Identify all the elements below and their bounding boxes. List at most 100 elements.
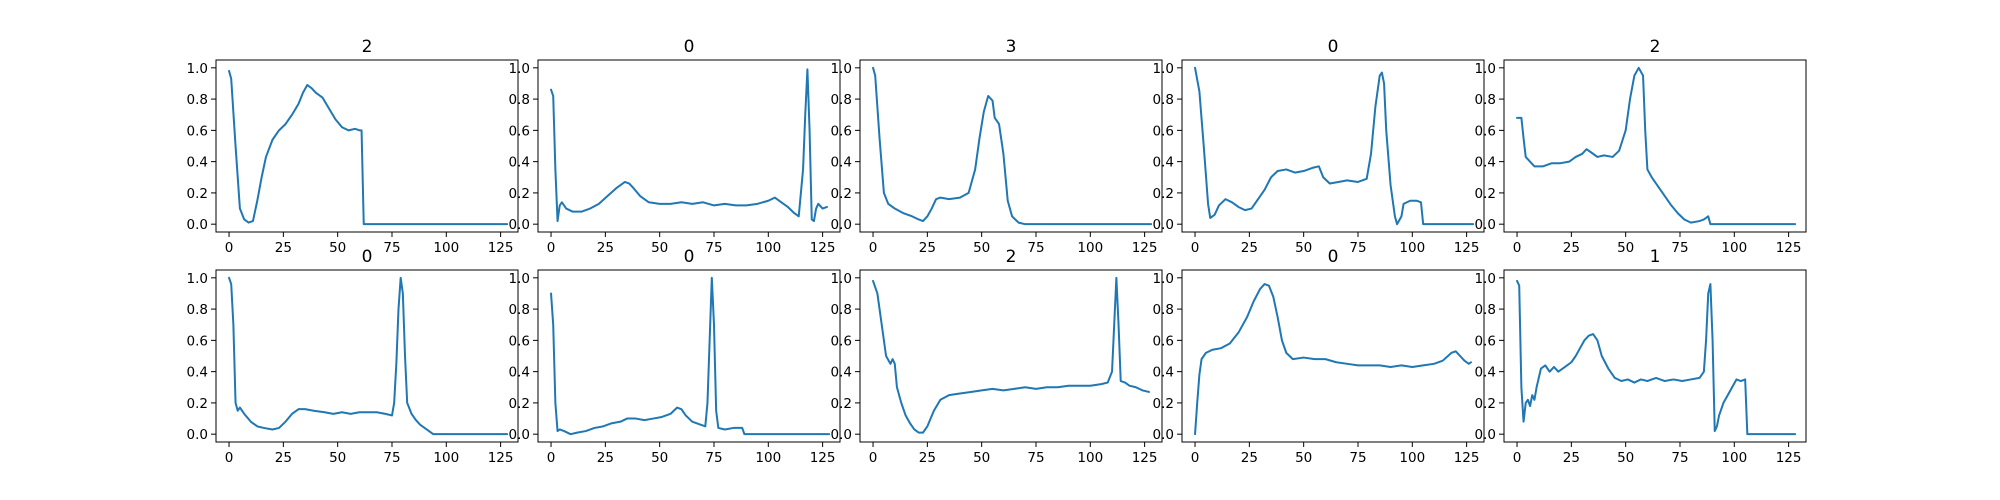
subplot-4: 2 0 25 50 75 100 125 0.0 0.2 0.4 0.6 0.8 1.0 <box>1475 37 1807 256</box>
x-tick-label: 100 <box>1721 240 1747 256</box>
y-tick-label: 0.6 <box>1153 333 1174 349</box>
series-line <box>228 276 509 436</box>
x-tick-label: 75 <box>1027 240 1044 256</box>
x-tick-label: 25 <box>919 450 936 466</box>
chart-title: 1 <box>1650 247 1661 267</box>
y-tick-label: 0.4 <box>1153 365 1174 381</box>
x-tick-label: 0 <box>225 450 234 466</box>
x-tick-label: 100 <box>1721 450 1747 466</box>
y-tick-label: 0.2 <box>509 186 530 202</box>
y-tick-label: 0.2 <box>831 186 852 202</box>
x-tick-label: 100 <box>433 240 459 256</box>
series-line <box>872 66 1153 226</box>
x-tick-label: 125 <box>810 240 836 256</box>
x-tick-label: 125 <box>1454 450 1480 466</box>
y-tick-label: 0.2 <box>1475 396 1496 412</box>
x-tick-label: 25 <box>275 450 292 466</box>
y-tick-label: 0.4 <box>831 155 852 171</box>
y-tick-label: 0.0 <box>1153 427 1174 443</box>
y-tick-label: 0.0 <box>831 427 852 443</box>
x-tick-label: 100 <box>433 450 459 466</box>
x-tick-label: 75 <box>1027 450 1044 466</box>
x-tick-label: 100 <box>755 240 781 256</box>
plot-frame <box>1181 269 1485 443</box>
y-tick-label: 0.8 <box>831 302 852 318</box>
y-tick-label: 0.6 <box>1475 123 1496 139</box>
x-tick-label: 100 <box>1399 450 1425 466</box>
subplot-0: 2 0 25 50 75 100 125 0.0 0.2 0.4 0.6 0.8 1.0 <box>187 37 519 256</box>
chart-title: 0 <box>684 37 695 57</box>
x-tick-label: 50 <box>973 240 990 256</box>
x-tick-label: 0 <box>1191 240 1200 256</box>
subplot-1: 0 0 25 50 75 100 125 0.0 0.2 0.4 0.6 0.8 1.0 <box>509 37 841 256</box>
y-tick-label: 0.2 <box>1153 396 1174 412</box>
x-tick-label: 100 <box>755 450 781 466</box>
y-tick-label: 1.0 <box>1475 271 1496 287</box>
x-tick-label: 0 <box>869 240 878 256</box>
y-tick-label: 0.2 <box>831 396 852 412</box>
x-tick-label: 100 <box>1077 240 1103 256</box>
y-tick-label: 0.0 <box>509 427 530 443</box>
plot-frame <box>1503 269 1807 443</box>
x-tick-label: 75 <box>1349 450 1366 466</box>
series-line <box>1194 66 1475 226</box>
plot-frame <box>1503 59 1807 233</box>
y-tick-label: 1.0 <box>1153 271 1174 287</box>
y-tick-label: 0.8 <box>509 92 530 108</box>
x-tick-label: 125 <box>1454 240 1480 256</box>
y-tick-label: 0.8 <box>1153 302 1174 318</box>
x-tick-label: 75 <box>383 240 400 256</box>
series-line <box>550 68 828 223</box>
x-tick-label: 25 <box>275 240 292 256</box>
chart-title: 0 <box>362 247 373 267</box>
plot-frame <box>537 59 841 233</box>
y-tick-label: 0.6 <box>187 333 208 349</box>
y-tick-label: 0.8 <box>187 302 208 318</box>
y-tick-label: 0.8 <box>1475 92 1496 108</box>
x-tick-label: 75 <box>1349 240 1366 256</box>
y-tick-label: 0.4 <box>509 365 530 381</box>
y-tick-label: 0.6 <box>509 333 530 349</box>
x-tick-label: 50 <box>651 240 668 256</box>
x-tick-label: 25 <box>1241 450 1258 466</box>
x-tick-label: 0 <box>869 450 878 466</box>
y-tick-label: 0.8 <box>509 302 530 318</box>
plot-frame <box>215 269 519 443</box>
y-tick-label: 0.2 <box>187 186 208 202</box>
y-tick-label: 1.0 <box>831 271 852 287</box>
x-tick-label: 25 <box>1563 240 1580 256</box>
y-tick-label: 0.8 <box>831 92 852 108</box>
x-tick-label: 125 <box>488 450 514 466</box>
subplot-7: 2 0 25 50 75 100 125 0.0 0.2 0.4 0.6 0.8 1.0 <box>831 247 1163 466</box>
x-tick-label: 0 <box>547 450 556 466</box>
x-tick-label: 25 <box>597 450 614 466</box>
x-tick-label: 125 <box>1776 450 1802 466</box>
y-tick-label: 0.0 <box>1153 217 1174 233</box>
y-tick-label: 0.2 <box>1475 186 1496 202</box>
y-tick-label: 0.2 <box>1153 186 1174 202</box>
x-tick-label: 50 <box>329 240 346 256</box>
series-line <box>1516 279 1797 436</box>
y-tick-label: 0.2 <box>509 396 530 412</box>
subplot-2: 3 0 25 50 75 100 125 0.0 0.2 0.4 0.6 0.8 1.0 <box>831 37 1163 256</box>
y-tick-label: 0.2 <box>187 396 208 412</box>
chart-title: 0 <box>1328 247 1339 267</box>
x-tick-label: 75 <box>1671 450 1688 466</box>
y-tick-label: 1.0 <box>831 61 852 77</box>
x-tick-label: 75 <box>705 450 722 466</box>
chart-title: 2 <box>1650 37 1661 57</box>
y-tick-label: 1.0 <box>509 61 530 77</box>
subplot-5: 0 0 25 50 75 100 125 0.0 0.2 0.4 0.6 0.8 1.0 <box>187 247 519 466</box>
y-tick-label: 0.6 <box>831 123 852 139</box>
x-tick-label: 25 <box>597 240 614 256</box>
y-tick-label: 1.0 <box>187 271 208 287</box>
x-tick-label: 125 <box>1132 450 1158 466</box>
y-tick-label: 1.0 <box>1475 61 1496 77</box>
plot-frame <box>859 59 1163 233</box>
x-tick-label: 50 <box>1295 240 1312 256</box>
series-line <box>872 276 1150 434</box>
y-tick-label: 0.4 <box>831 365 852 381</box>
subplot-9: 1 0 25 50 75 100 125 0.0 0.2 0.4 0.6 0.8 1.0 <box>1475 247 1807 466</box>
y-tick-label: 1.0 <box>1153 61 1174 77</box>
y-tick-label: 0.4 <box>187 365 208 381</box>
